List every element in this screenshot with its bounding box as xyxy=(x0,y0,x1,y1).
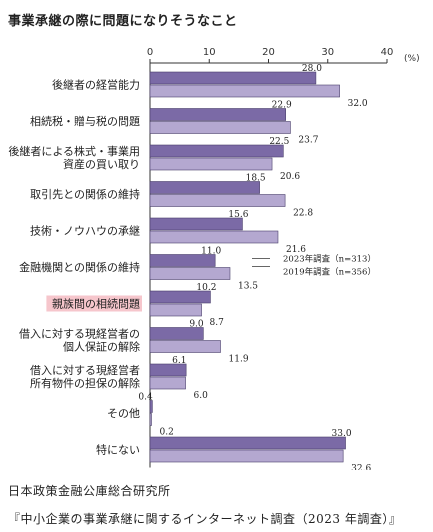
bar-2023 xyxy=(149,436,346,450)
data-label: 23.7 xyxy=(298,136,318,146)
x-tick-label: 40 xyxy=(381,47,394,58)
chart-title: 事業承継の際に問題になりそうなこと xyxy=(8,14,238,29)
category-label: 借入に対する現経営者 xyxy=(30,363,140,377)
data-label: 32.0 xyxy=(348,99,368,109)
category-label: 特にない xyxy=(96,443,140,457)
data-label: 8.7 xyxy=(210,318,225,328)
category-label: 資産の買い取り xyxy=(63,158,140,171)
category-label: 個人保証の解除 xyxy=(63,340,140,354)
bar-2019 xyxy=(149,157,273,171)
data-label: 9.0 xyxy=(189,320,204,330)
category-label: 後継者の経営能力 xyxy=(52,78,140,92)
data-label: 6.1 xyxy=(172,356,186,366)
bar-2019 xyxy=(149,303,202,317)
category-label: 後継者による株式・事業用 xyxy=(8,144,140,158)
category-label: 所有物件の担保の解除 xyxy=(30,376,140,390)
bar-2023 xyxy=(149,181,260,194)
x-tick-label: 10 xyxy=(203,47,216,58)
highlight-marker xyxy=(46,295,142,312)
data-label: 22.5 xyxy=(269,137,289,147)
bar-2019 xyxy=(149,121,291,134)
data-label: 22.9 xyxy=(272,101,292,111)
data-label: 10.2 xyxy=(196,283,216,293)
data-label: 20.6 xyxy=(280,172,300,182)
legend-entry: 2019年調査（n=356） xyxy=(283,267,376,278)
data-label: 21.6 xyxy=(286,245,306,255)
data-label: 11.9 xyxy=(229,355,249,365)
data-label: 6.0 xyxy=(194,391,209,401)
data-label: 32.6 xyxy=(351,464,371,470)
bar-2019 xyxy=(149,376,186,390)
bar-2023 xyxy=(149,71,317,85)
category-label: 取引先との関係の維持 xyxy=(30,187,140,201)
bar-2023 xyxy=(149,217,243,231)
bar-2019 xyxy=(149,340,221,353)
data-label: 11.0 xyxy=(201,247,221,257)
x-tick-label: 0 xyxy=(147,47,153,58)
category-label: 相続税・贈与税の問題 xyxy=(30,114,140,128)
bar-2019 xyxy=(149,267,231,280)
bar-2019 xyxy=(149,449,344,463)
category-label: その他 xyxy=(107,407,140,420)
bar-2019 xyxy=(149,230,279,244)
bar-2019 xyxy=(149,413,152,426)
bar-2023 xyxy=(149,327,204,340)
data-label: 13.5 xyxy=(238,282,258,292)
bar-2023 xyxy=(149,144,284,158)
bar-2023 xyxy=(149,400,153,413)
bar-2023 xyxy=(149,363,187,377)
x-tick-label: 30 xyxy=(321,47,334,58)
bar-2019 xyxy=(149,84,340,98)
bar-2019 xyxy=(149,194,286,207)
x-tick-label: 20 xyxy=(262,47,275,58)
data-label: 18.5 xyxy=(246,174,266,184)
data-label: 22.8 xyxy=(293,209,313,219)
survey-title: 『中小企業の事業承継に関するインターネット調査（2023 年調査）』 xyxy=(8,512,402,526)
data-label: 15.6 xyxy=(228,210,248,220)
data-label: 0.4 xyxy=(138,393,153,403)
category-label: 金融機関との関係の維持 xyxy=(19,260,140,274)
x-unit-label: (%) xyxy=(404,54,420,64)
bar-2023 xyxy=(149,290,211,304)
bar-2023 xyxy=(149,254,216,267)
legend-entry: 2023年調査（n=313） xyxy=(283,254,376,265)
category-label: 借入に対する現経営者の xyxy=(19,327,140,341)
data-label: 0.2 xyxy=(160,428,174,438)
bar-2023 xyxy=(149,108,286,121)
category-label: 技術・ノウハウの承継 xyxy=(30,224,140,238)
category-label: 親族間の相続問題 xyxy=(52,297,140,311)
bar-chart: 0 10 20 30 40 (%) 後継者の経営能力 28.0 32.0 相続税・贈与税の問題 22… xyxy=(8,47,420,470)
data-label: 28.0 xyxy=(302,64,322,74)
source-note: 日本政策金融公庫総合研究所 xyxy=(8,484,171,498)
data-label: 33.0 xyxy=(332,429,352,439)
